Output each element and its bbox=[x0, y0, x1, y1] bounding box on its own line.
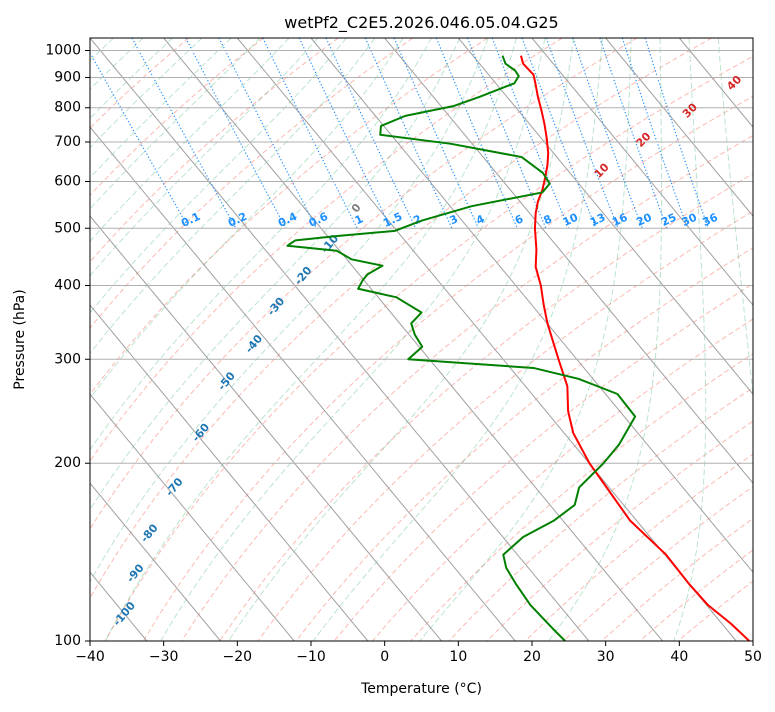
y-tick-label: 900 bbox=[54, 70, 81, 86]
y-tick-label: 1000 bbox=[45, 43, 81, 59]
isotherm-line bbox=[90, 304, 369, 641]
mixing-ratio-label: 20 bbox=[634, 211, 654, 229]
x-tick-label: 0 bbox=[380, 649, 389, 665]
mixing-ratio-label: 30 bbox=[680, 211, 700, 229]
isotherm-line bbox=[90, 393, 295, 641]
moist-adiabat-line bbox=[717, 38, 753, 401]
mixing-ratio-line bbox=[364, 38, 453, 229]
y-tick-label: 100 bbox=[54, 633, 81, 649]
mixing-ratio-line bbox=[131, 38, 237, 229]
isotherm-line bbox=[531, 38, 753, 306]
y-axis-label: Pressure (hPa) bbox=[12, 289, 28, 389]
dry-adiabat-line bbox=[295, 247, 753, 641]
mixing-ratio-label: 36 bbox=[700, 211, 720, 229]
dry-adiabat-line bbox=[90, 38, 563, 462]
x-axis-label: Temperature (°C) bbox=[360, 681, 482, 697]
mixing-ratio-line bbox=[393, 38, 480, 229]
mixing-ratio-line bbox=[599, 38, 668, 229]
chart-title: wetPf2_C2E5.2026.046.05.04.G25 bbox=[284, 13, 558, 33]
moist-adiabat-line bbox=[312, 38, 603, 641]
x-tick-label: −30 bbox=[149, 649, 179, 665]
mixing-ratio-line bbox=[325, 38, 417, 229]
isotherm-line bbox=[90, 215, 442, 641]
mixing-ratio-line bbox=[621, 38, 689, 229]
isotherm-line bbox=[90, 126, 516, 641]
y-tick-label: 700 bbox=[54, 134, 81, 150]
moist-adiabat-line bbox=[90, 38, 461, 511]
moist-adiabat-line bbox=[90, 38, 347, 314]
mixing-ratio-line bbox=[521, 38, 597, 229]
y-tick-label: 300 bbox=[54, 351, 81, 367]
mixing-ratio-line bbox=[262, 38, 358, 229]
isotherm-line bbox=[163, 38, 663, 641]
x-tick-label: −20 bbox=[223, 649, 253, 665]
x-axis: −40 −30 −20 −10 0 10 20 30 40 50 bbox=[75, 641, 762, 665]
moist-adiabat-line bbox=[673, 38, 707, 641]
y-tick-label: 500 bbox=[54, 220, 81, 236]
x-tick-label: 10 bbox=[449, 649, 467, 665]
moist-adiabat-line bbox=[90, 38, 319, 277]
mixing-ratio-label: 10 bbox=[561, 211, 581, 229]
x-tick-label: −40 bbox=[75, 649, 105, 665]
mixing-ratio-line bbox=[644, 38, 709, 229]
mixing-ratio-label: 13 bbox=[588, 211, 607, 229]
moist-adiabat-line bbox=[90, 38, 432, 451]
moist-adiabat-line bbox=[160, 38, 546, 641]
sounding-profiles bbox=[286, 55, 751, 641]
moist-adiabat-line bbox=[90, 38, 404, 400]
y-tick-label: 200 bbox=[54, 455, 81, 471]
moist-adiabat-line bbox=[419, 38, 632, 641]
moist-adiabat-line bbox=[90, 38, 261, 210]
dry-adiabat-line bbox=[90, 38, 638, 530]
y-tick-label: 800 bbox=[54, 100, 81, 116]
mixing-ratio-label: 25 bbox=[659, 211, 678, 229]
y-tick-label: 600 bbox=[54, 174, 81, 190]
dry-adiabat-line bbox=[142, 95, 753, 641]
x-tick-label: −10 bbox=[296, 649, 326, 665]
y-tick-label: 400 bbox=[54, 277, 81, 293]
isotherm-line bbox=[310, 38, 753, 574]
moist-adiabat-line bbox=[90, 38, 489, 583]
x-tick-label: 30 bbox=[597, 649, 615, 665]
isotherm-line bbox=[90, 38, 590, 641]
plot-frame bbox=[89, 37, 754, 642]
dry-adiabat-line bbox=[410, 353, 753, 641]
isotherm-line bbox=[236, 38, 737, 641]
x-tick-label: 40 bbox=[670, 649, 688, 665]
dry-adiabat-line bbox=[90, 38, 414, 329]
mixing-ratio-line bbox=[298, 38, 392, 229]
isotherm-line bbox=[90, 482, 221, 641]
grid-lines bbox=[90, 50, 753, 641]
dry-adiabat-line bbox=[104, 55, 753, 641]
moist-adiabat-line bbox=[104, 38, 517, 641]
moist-adiabat-line bbox=[90, 38, 376, 355]
dry-adiabat-line bbox=[372, 318, 753, 641]
x-tick-label: 20 bbox=[523, 649, 541, 665]
isotherm-line bbox=[457, 38, 753, 395]
mixing-ratio-line bbox=[572, 38, 643, 229]
mixing-ratio-line bbox=[90, 51, 190, 229]
moist-adiabat-line bbox=[90, 38, 290, 243]
moist-adiabat-line bbox=[548, 38, 663, 641]
temperature-profile-line bbox=[519, 55, 751, 641]
isotherm-line bbox=[605, 38, 753, 217]
mixing-ratio-label: 16 bbox=[610, 211, 630, 229]
dewpoint-profile-line bbox=[286, 55, 637, 641]
isotherm-line bbox=[384, 38, 753, 485]
x-tick-label: 50 bbox=[744, 649, 762, 665]
dry-adiabat-line bbox=[90, 38, 488, 396]
dry-adiabat-line bbox=[257, 210, 753, 641]
y-axis: 100 200 300 400 500 600 700 800 900 1000 bbox=[45, 43, 90, 649]
dry-adiabat-line bbox=[90, 38, 264, 196]
mixing-ratio-line bbox=[545, 38, 619, 229]
